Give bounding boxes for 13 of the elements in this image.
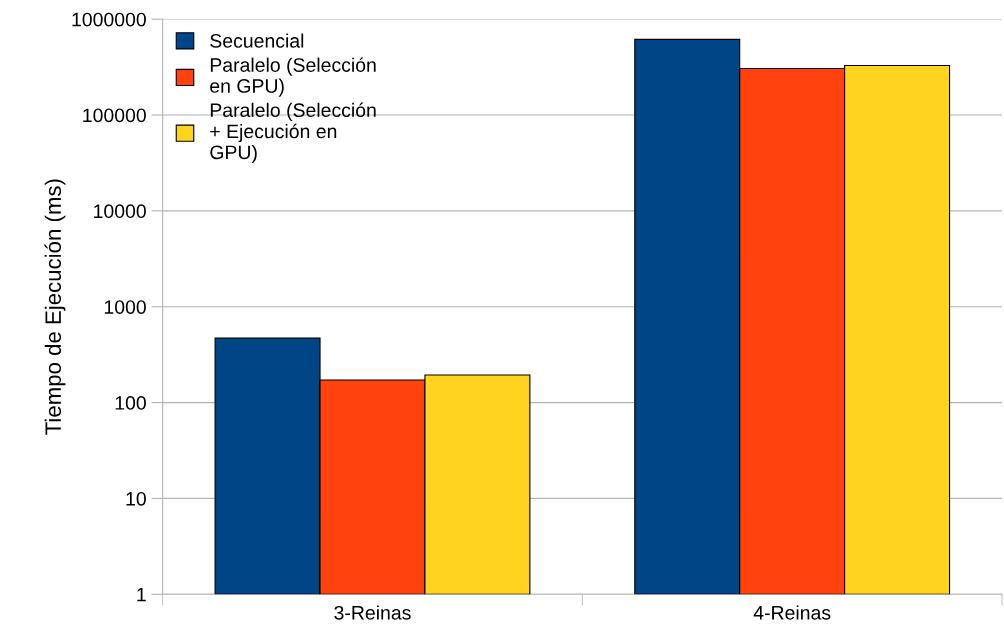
x-tick-label: 3-Reinas <box>334 605 411 620</box>
y-tick-label: 1000 <box>104 300 146 314</box>
y-tick-label: 10000 <box>94 204 146 219</box>
y-tick-label: 100000 <box>83 108 146 123</box>
legend-label: Secuencial <box>210 33 304 48</box>
y-axis-title: Tiempo de Ejecución (ms) <box>44 179 66 435</box>
y-tick-label: 10 <box>126 491 146 506</box>
y-tick-label: 1000000 <box>72 12 146 27</box>
y-tick-label: 100 <box>115 396 146 410</box>
legend-label: Paralelo (Selección en GPU) <box>210 57 376 97</box>
legend-label: Paralelo (Selección + Ejecución en GPU) <box>210 102 376 164</box>
y-tick-label: 1 <box>137 587 146 602</box>
x-tick-label: 4-Reinas <box>753 605 831 620</box>
